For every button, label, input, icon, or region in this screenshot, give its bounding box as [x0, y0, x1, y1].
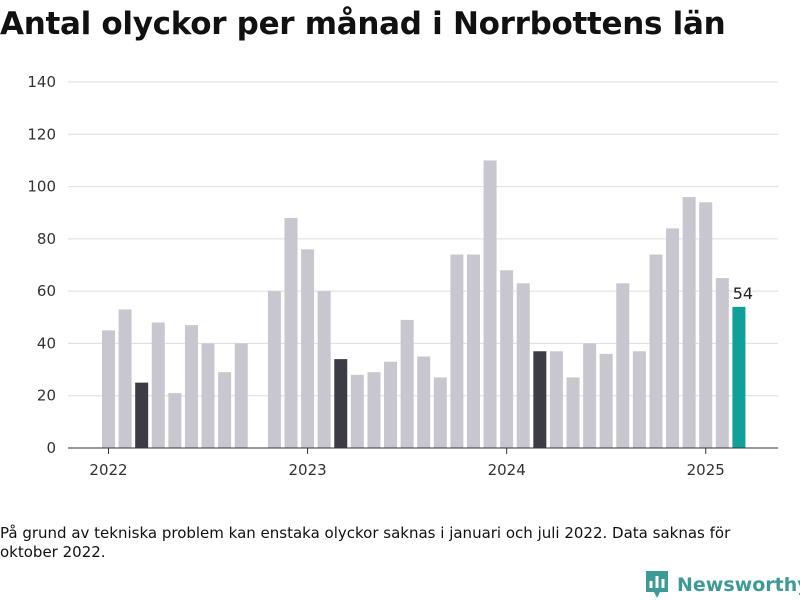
data-label: 54 — [733, 284, 753, 303]
bar-2023-10 — [450, 254, 464, 448]
bar-2025-01 — [699, 202, 713, 448]
bar-2023-11 — [466, 254, 480, 448]
bar-2022-09 — [234, 343, 248, 448]
y-axis-labels: 0 20 40 60 80 100 120 140 — [27, 73, 56, 457]
data-labels: 54 — [733, 284, 753, 303]
y-tick-label: 120 — [27, 125, 56, 143]
bar-2022-01 — [102, 330, 115, 448]
brand-logo[interactable]: Newsworthy — [644, 569, 800, 601]
bar-2023-09 — [433, 377, 447, 448]
y-tick-label: 100 — [27, 178, 56, 196]
bar-2022-08 — [218, 372, 232, 448]
bar-2022-11 — [267, 291, 281, 448]
bar-chart: 0 20 40 60 80 100 120 140 2022 2023 2024 2025 54 — [27, 73, 778, 479]
footnote: På grund av tekniska problem kan enstaka… — [0, 524, 731, 561]
bar-2025-03 — [732, 306, 746, 448]
bar-2023-05 — [367, 372, 381, 448]
bar-2024-01 — [500, 270, 514, 448]
y-tick-label: 40 — [37, 334, 56, 352]
bar-2022-02 — [118, 309, 132, 448]
bar-2024-08 — [616, 283, 630, 448]
bar-2024-09 — [632, 351, 646, 448]
bar-2023-12 — [483, 160, 497, 448]
bar-chart-logo-icon — [646, 571, 668, 598]
bar-2022-04 — [151, 322, 165, 448]
y-tick-label: 20 — [37, 387, 56, 405]
bar-2023-01 — [301, 249, 315, 448]
bar-2022-03 — [135, 382, 149, 448]
bar-2024-11 — [666, 228, 680, 448]
bar-2024-06 — [583, 343, 597, 448]
y-tick-label: 0 — [46, 439, 56, 457]
bar-2023-04 — [350, 374, 364, 448]
bars — [102, 160, 746, 448]
bar-2025-02 — [715, 278, 729, 448]
bar-2023-07 — [400, 319, 414, 448]
y-tick-label: 140 — [27, 73, 56, 91]
x-tick-label: 2024 — [488, 461, 526, 479]
chart-title: Antal olyckor per månad i Norrbottens lä… — [0, 6, 726, 42]
bar-2024-12 — [682, 197, 696, 448]
bar-2024-05 — [566, 377, 580, 448]
bar-2023-03 — [334, 359, 348, 448]
bar-2023-02 — [317, 291, 331, 448]
bar-2022-05 — [168, 393, 182, 448]
bar-2024-04 — [549, 351, 563, 448]
bar-2022-07 — [201, 343, 215, 448]
bar-2023-08 — [417, 356, 431, 448]
x-tick-label: 2023 — [288, 461, 326, 479]
bar-2024-10 — [649, 254, 663, 448]
bar-2023-06 — [384, 361, 398, 448]
bar-2024-07 — [599, 353, 613, 448]
y-tick-label: 60 — [37, 282, 56, 300]
bar-2022-06 — [184, 325, 198, 448]
x-axis-ticks: 2022 2023 2024 2025 — [89, 448, 725, 479]
brand-name: Newsworthy — [677, 574, 800, 596]
x-tick-label: 2022 — [89, 461, 127, 479]
bar-2022-12 — [284, 217, 298, 448]
bar-2024-02 — [516, 283, 530, 448]
bar-2024-03 — [533, 351, 547, 448]
y-tick-label: 80 — [37, 230, 56, 248]
x-tick-label: 2025 — [687, 461, 725, 479]
